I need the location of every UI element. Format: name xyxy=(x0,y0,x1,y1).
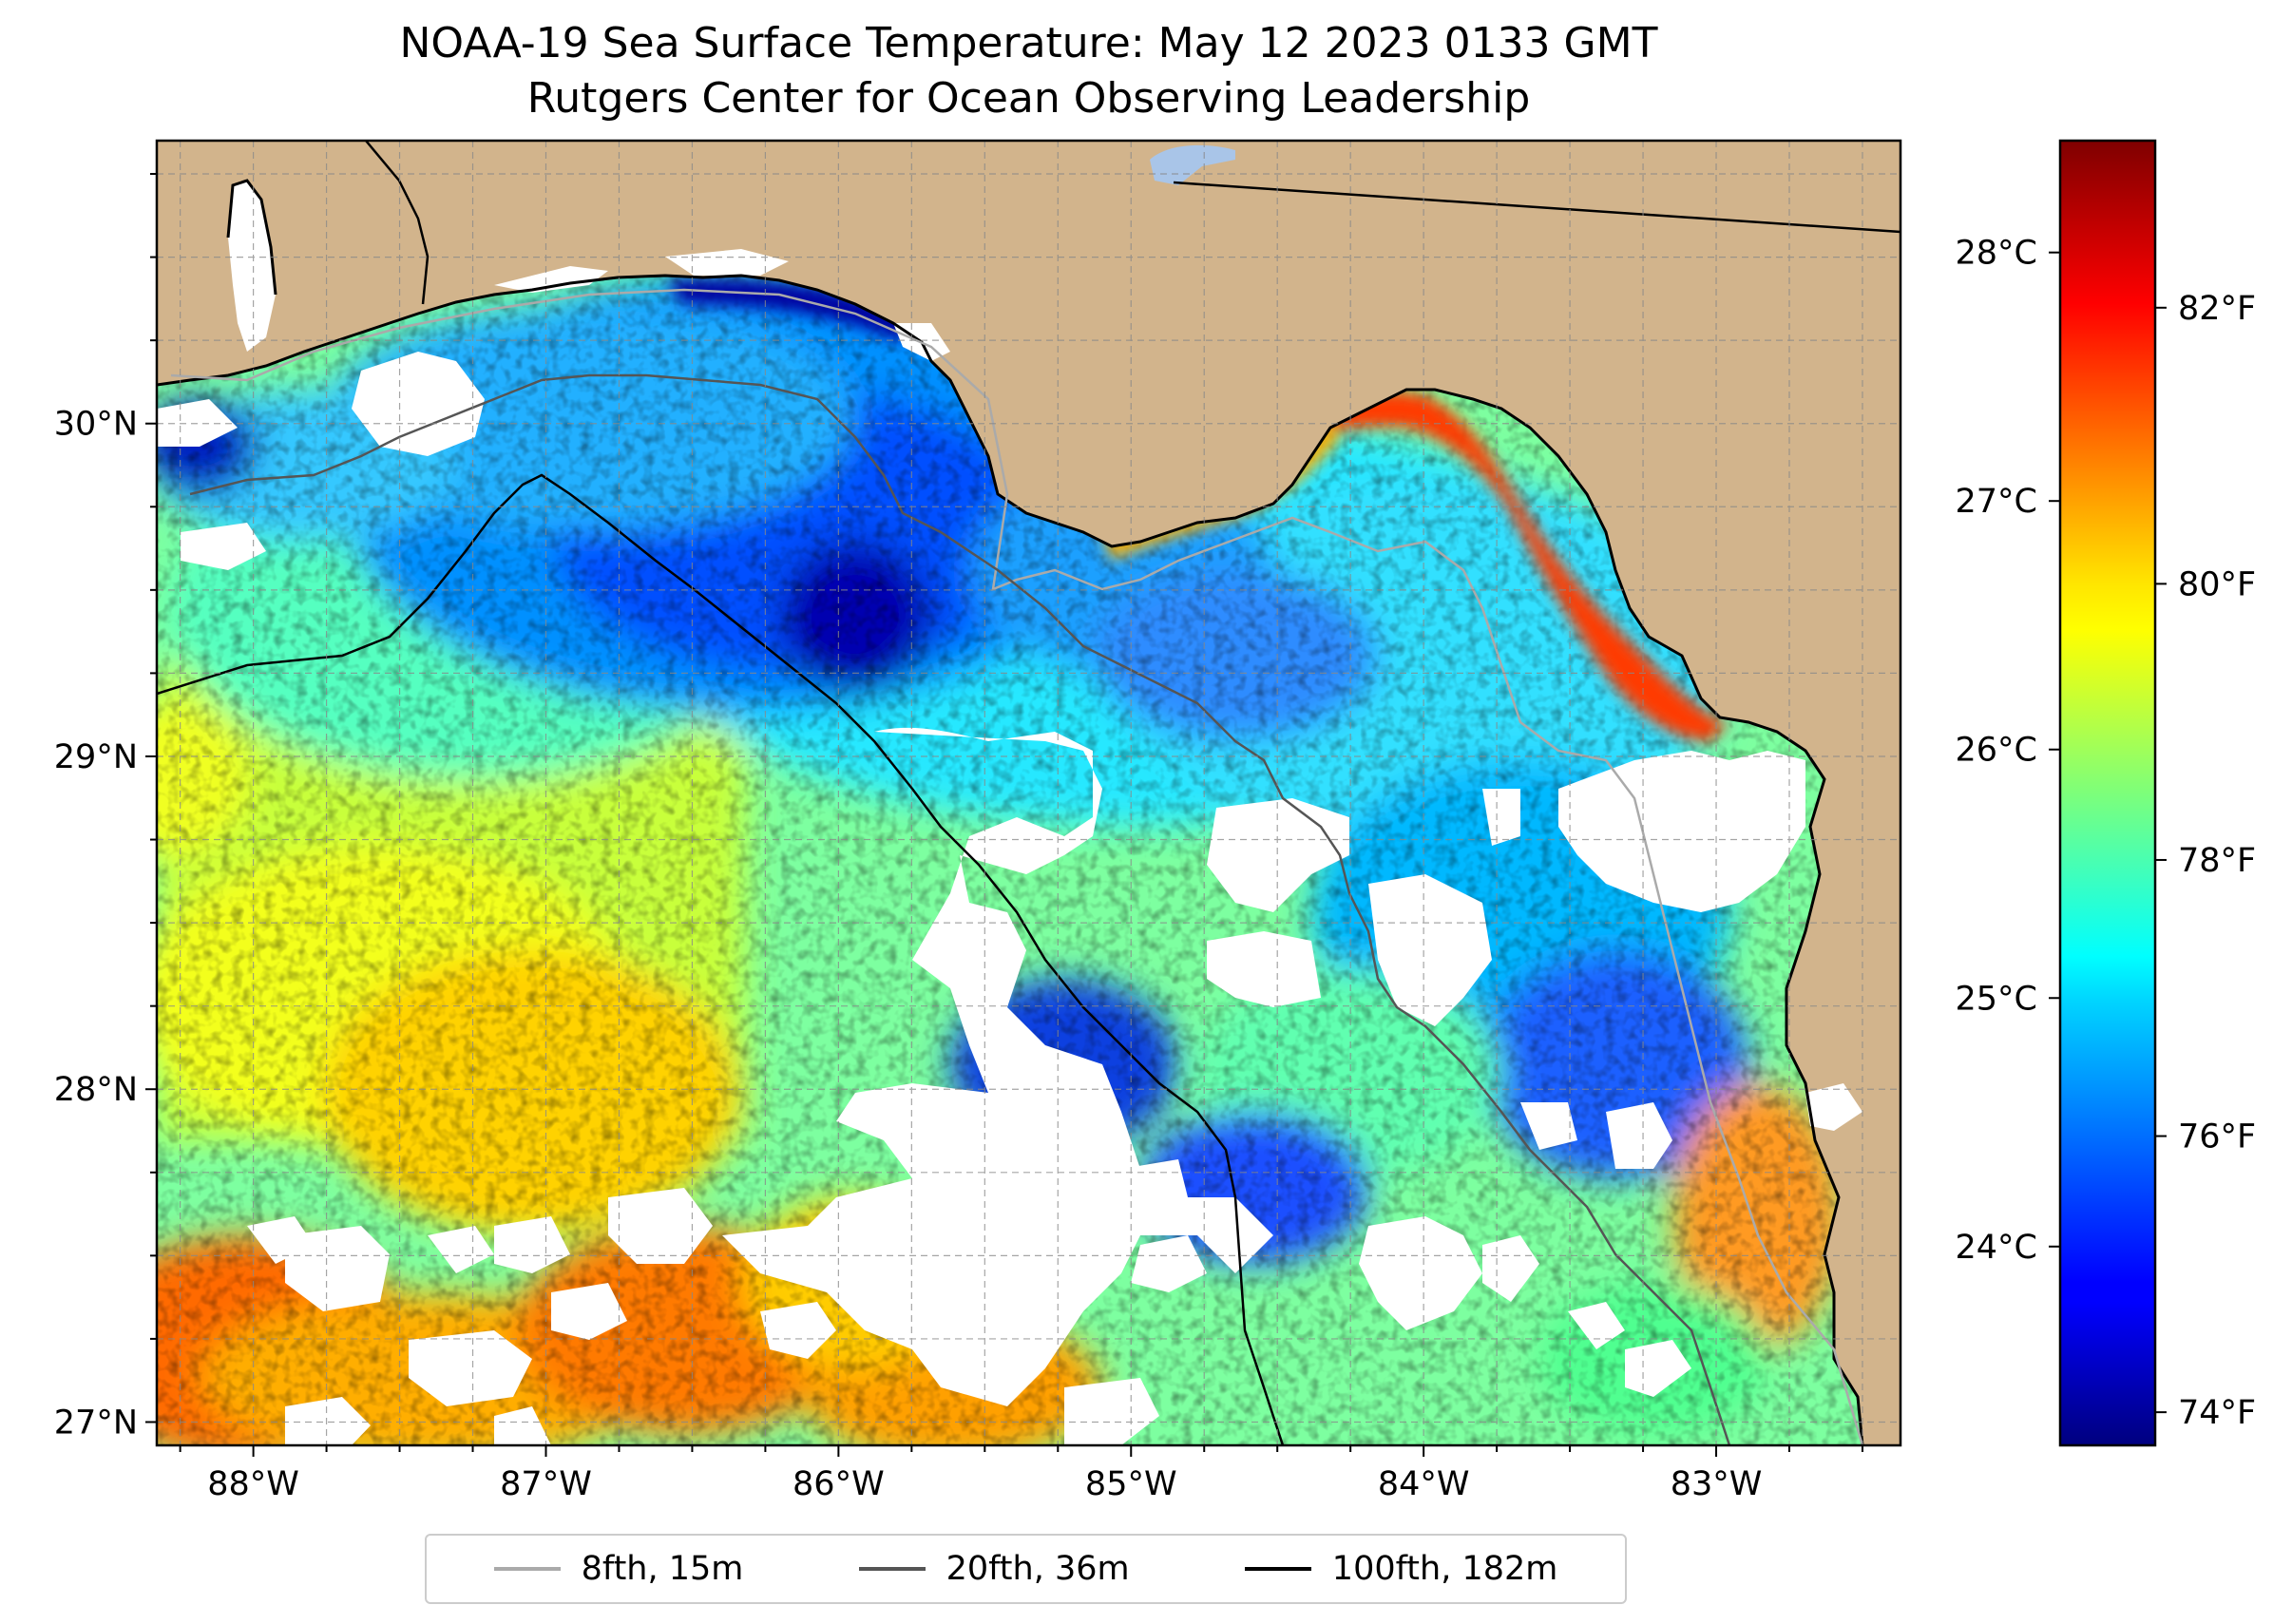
warm-coastal-band xyxy=(1316,391,1729,741)
lat-tick-label: 29°N xyxy=(54,738,138,776)
lon-tick-label: 85°W xyxy=(1085,1465,1177,1503)
bay xyxy=(494,266,608,293)
coastline-bay xyxy=(226,179,277,296)
legend-label-100fth: 100fth, 182m xyxy=(1331,1550,1558,1588)
lon-tick-label: 87°W xyxy=(500,1465,592,1503)
legend-label-8fth: 8fth, 15m xyxy=(581,1550,744,1588)
fahrenheit-tick-label: 76°F xyxy=(2178,1118,2256,1156)
legend-label-20fth: 20fth, 36m xyxy=(945,1550,1130,1588)
isobath-100fth xyxy=(157,473,1285,1445)
fahrenheit-tick-label: 78°F xyxy=(2178,842,2256,880)
legend-swatch-8fth xyxy=(493,1567,561,1571)
map-title: NOAA-19 Sea Surface Temperature: May 12 … xyxy=(399,19,1658,67)
celsius-tick-label: 28°C xyxy=(1956,235,2037,273)
map-frame xyxy=(155,139,1902,1447)
gridlines xyxy=(157,141,1900,1445)
coastline xyxy=(157,274,1864,1445)
celsius-tick-label: 25°C xyxy=(1956,980,2037,1018)
colorbar xyxy=(2058,139,2157,1447)
legend-item-20fth: 20fth, 36m xyxy=(858,1550,1130,1588)
fahrenheit-tick-label: 82°F xyxy=(2178,290,2256,328)
state-boundary xyxy=(365,141,430,305)
celsius-tick-label: 26°C xyxy=(1956,732,2037,770)
isobath-20fth xyxy=(189,373,1731,1445)
colorbar-fahrenheit-labels: 74°F 76°F 78°F 80°F 82°F xyxy=(2178,290,2256,1432)
map-axis-ticks xyxy=(145,173,1863,1457)
state-boundary xyxy=(1173,181,1900,234)
latitude-labels: 27°N 28°N 29°N 30°N xyxy=(54,406,138,1442)
celsius-tick-label: 27°C xyxy=(1956,483,2037,521)
lon-tick-label: 83°W xyxy=(1671,1465,1763,1503)
lon-tick-label: 86°W xyxy=(793,1465,885,1503)
celsius-tick-label: 24°C xyxy=(1956,1229,2037,1267)
fahrenheit-tick-label: 74°F xyxy=(2178,1394,2256,1432)
tampa-bay xyxy=(1805,1083,1862,1131)
isobath-legend: 8fth, 15m 20fth, 36m 100fth, 182m xyxy=(425,1534,1627,1604)
lake xyxy=(1150,144,1235,185)
colorbar-celsius-labels: 24°C 25°C 26°C 27°C 28°C xyxy=(1956,235,2037,1267)
legend-item-100fth: 100fth, 182m xyxy=(1244,1550,1558,1588)
colorbar-ticks xyxy=(2049,251,2167,1414)
map-subtitle: Rutgers Center for Ocean Observing Leade… xyxy=(526,74,1531,123)
lat-tick-label: 28°N xyxy=(54,1071,138,1109)
mobile-bay xyxy=(228,181,276,352)
longitude-labels: 88°W 87°W 86°W 85°W 84°W 83°W xyxy=(207,1465,1762,1503)
legend-item-8fth: 8fth, 15m xyxy=(493,1550,744,1588)
lon-tick-label: 84°W xyxy=(1378,1465,1470,1503)
cold-nearshore-strip xyxy=(665,278,912,342)
legend-swatch-100fth xyxy=(1244,1567,1311,1571)
legend-swatch-20fth xyxy=(858,1567,926,1571)
map-panel[interactable] xyxy=(76,141,1900,1463)
landmass xyxy=(157,141,1900,1445)
lat-tick-label: 27°N xyxy=(54,1404,138,1442)
lon-tick-label: 88°W xyxy=(207,1465,299,1503)
lat-tick-label: 30°N xyxy=(54,406,138,444)
bay xyxy=(665,249,789,276)
fahrenheit-tick-label: 80°F xyxy=(2178,565,2256,603)
isobath-8fth xyxy=(170,288,1864,1445)
cloud-masks xyxy=(157,295,1805,1445)
